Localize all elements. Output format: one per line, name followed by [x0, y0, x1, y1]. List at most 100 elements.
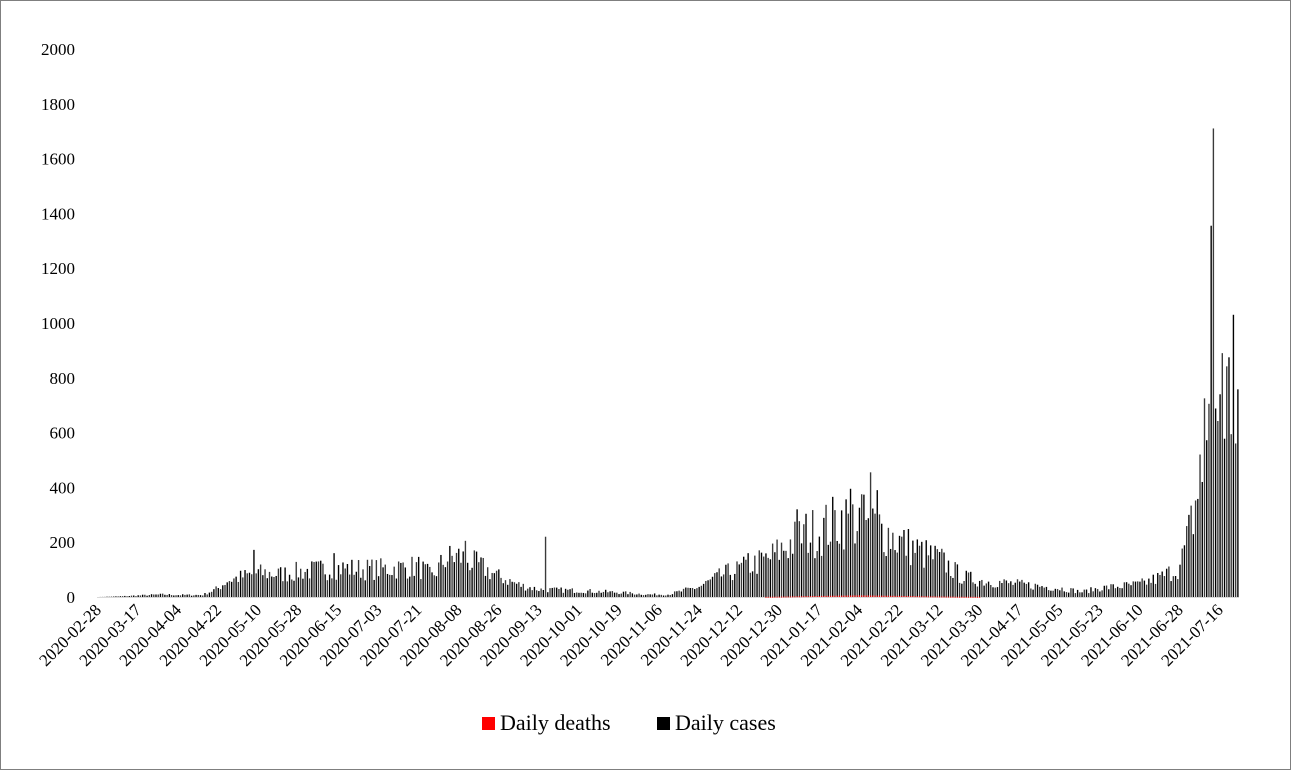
daily-cases-bar — [867, 518, 870, 597]
daily-cases-bar — [1043, 587, 1045, 597]
daily-cases-bar — [818, 536, 821, 597]
daily-cases-bar — [271, 576, 273, 597]
daily-cases-bar — [881, 523, 883, 597]
daily-deaths-bar — [936, 596, 938, 598]
daily-cases-bar — [872, 508, 874, 597]
daily-cases-bar — [364, 580, 366, 597]
daily-cases-bar — [542, 589, 545, 597]
daily-cases-bar — [883, 552, 885, 597]
daily-cases-bar — [903, 529, 905, 597]
daily-cases-bar — [896, 552, 898, 597]
daily-cases-bar — [1174, 576, 1177, 597]
daily-cases-bar — [460, 562, 462, 597]
daily-cases-bar — [840, 510, 843, 597]
daily-cases-bar — [1170, 581, 1172, 597]
daily-cases-bar — [462, 551, 464, 597]
daily-cases-bar — [1214, 408, 1217, 597]
y-tick-label: 1400 — [41, 204, 75, 223]
daily-cases-bar — [188, 594, 191, 597]
daily-cases-bar — [266, 578, 268, 597]
daily-cases-bar — [1139, 581, 1141, 597]
daily-cases-bar — [651, 594, 654, 597]
daily-cases-bar — [257, 569, 260, 597]
daily-cases-bar — [751, 571, 754, 597]
daily-cases-bar — [705, 580, 707, 597]
daily-cases-bar — [878, 514, 881, 597]
daily-cases-bar — [337, 565, 340, 597]
daily-cases-bar — [794, 521, 796, 597]
daily-cases-bar — [1027, 582, 1030, 597]
daily-cases-bar — [275, 575, 277, 597]
daily-cases-bar — [1065, 592, 1068, 597]
daily-cases-bar — [1074, 593, 1077, 597]
daily-cases-bar — [945, 572, 947, 597]
daily-cases-bar — [653, 593, 656, 597]
daily-cases-bar — [1226, 366, 1228, 597]
daily-cases-bar — [415, 562, 418, 597]
daily-cases-bar — [328, 574, 331, 597]
daily-cases-bar — [1103, 585, 1106, 597]
daily-cases-bar — [478, 562, 480, 597]
daily-cases-bar — [954, 562, 956, 597]
daily-cases-bar — [1219, 394, 1221, 597]
daily-cases-bar — [731, 580, 734, 597]
daily-cases-bar — [1112, 584, 1114, 597]
daily-cases-bar — [353, 574, 355, 597]
daily-cases-bar — [197, 594, 199, 597]
daily-cases-bar — [424, 564, 427, 597]
daily-cases-bar — [571, 588, 573, 597]
daily-cases-bar — [491, 572, 493, 597]
daily-cases-bar — [958, 582, 961, 597]
daily-cases-bar — [529, 587, 531, 597]
daily-cases-bar — [767, 557, 769, 597]
daily-cases-bar — [829, 541, 832, 597]
daily-cases-bar — [475, 551, 478, 597]
daily-cases-bar — [1096, 589, 1099, 597]
daily-cases-bar — [395, 578, 398, 597]
daily-deaths-bar — [901, 595, 903, 597]
daily-cases-bar — [1005, 580, 1008, 597]
daily-cases-bar — [233, 578, 235, 597]
daily-deaths-bar — [881, 595, 883, 597]
daily-cases-bar — [627, 594, 629, 597]
daily-deaths-bar — [876, 595, 878, 597]
daily-cases-bar — [569, 589, 571, 597]
daily-cases-bar — [342, 562, 344, 597]
daily-cases-bar — [1059, 590, 1061, 597]
daily-cases-bar — [916, 539, 919, 597]
daily-cases-bar — [1150, 582, 1152, 597]
daily-cases-bar — [1054, 588, 1057, 597]
daily-cases-bar — [696, 588, 698, 597]
daily-deaths-bar — [885, 595, 887, 597]
daily-cases-bar — [1197, 498, 1199, 597]
daily-deaths-bar — [961, 596, 963, 598]
legend-swatch-daily-cases — [657, 717, 670, 730]
daily-cases-bar — [921, 541, 923, 597]
daily-cases-bar — [326, 580, 329, 597]
daily-cases-bar — [524, 590, 527, 597]
daily-cases-bar — [360, 577, 362, 597]
daily-cases-bar — [1016, 579, 1019, 597]
daily-cases-bar — [1014, 582, 1016, 597]
daily-cases-bar — [934, 545, 936, 597]
daily-cases-bar — [404, 567, 407, 597]
daily-cases-bar — [433, 575, 435, 597]
daily-cases-bar — [929, 545, 932, 597]
daily-cases-bar — [582, 592, 585, 597]
daily-deaths-bar — [939, 596, 941, 598]
daily-cases-bar — [1192, 534, 1195, 597]
daily-cases-bar — [553, 587, 556, 597]
daily-cases-bar — [540, 588, 542, 597]
daily-cases-bar — [348, 574, 351, 597]
daily-cases-bar — [121, 596, 124, 597]
daily-cases-bar — [631, 593, 634, 597]
daily-cases-bar — [769, 559, 772, 597]
daily-cases-bar — [1206, 440, 1208, 597]
daily-deaths-bar — [796, 596, 798, 598]
daily-deaths-bar — [785, 596, 787, 598]
daily-deaths-bar — [801, 596, 803, 598]
daily-cases-bar — [317, 561, 320, 597]
daily-cases-bar — [226, 582, 228, 597]
daily-cases-bar — [1188, 514, 1190, 597]
daily-cases-bar — [208, 592, 211, 597]
